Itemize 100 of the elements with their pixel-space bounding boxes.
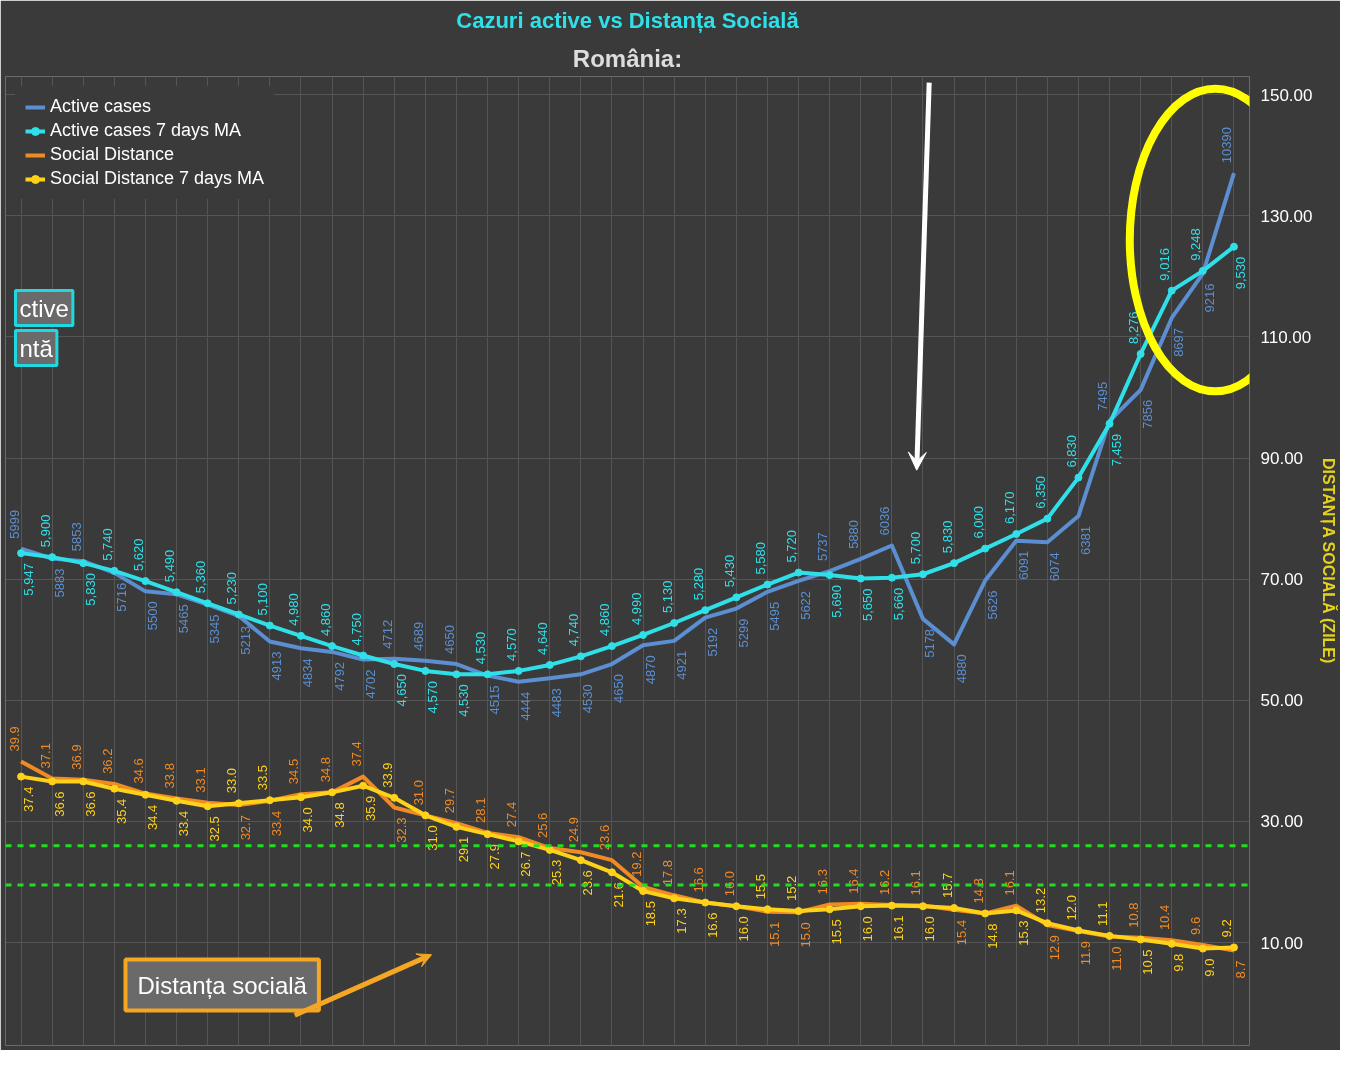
data-label: 34.8 bbox=[317, 757, 333, 783]
data-label: 9.0 bbox=[1202, 958, 1218, 977]
data-label: 5495 bbox=[766, 601, 782, 631]
legend-label: Active cases bbox=[50, 96, 152, 117]
data-label: 5,830 bbox=[82, 573, 98, 606]
point bbox=[1105, 931, 1114, 940]
point bbox=[265, 621, 274, 630]
data-label: 4,530 bbox=[455, 684, 471, 717]
data-label: 33.0 bbox=[224, 767, 240, 794]
point bbox=[1074, 926, 1083, 935]
data-label: 36.2 bbox=[99, 748, 115, 774]
data-label: 16.6 bbox=[690, 867, 706, 893]
data-label: 9,016 bbox=[1157, 248, 1173, 281]
data-label: 16.6 bbox=[704, 912, 720, 938]
data-label: 17.8 bbox=[659, 859, 675, 886]
data-label: 16.4 bbox=[846, 868, 862, 894]
point bbox=[763, 580, 772, 589]
point bbox=[1043, 514, 1052, 523]
data-label: 5626 bbox=[984, 590, 1000, 620]
data-label: 15.5 bbox=[752, 873, 768, 900]
data-label: 29.7 bbox=[441, 787, 457, 814]
point bbox=[545, 845, 554, 854]
y-tick-label: 70.00 bbox=[1260, 570, 1304, 590]
point bbox=[141, 790, 150, 799]
point bbox=[856, 902, 865, 911]
data-label: 5192 bbox=[704, 627, 720, 657]
data-label: 23.6 bbox=[580, 870, 596, 896]
data-label: 36.6 bbox=[51, 791, 67, 817]
data-label: 5,690 bbox=[829, 585, 845, 618]
point bbox=[918, 902, 927, 911]
point bbox=[981, 544, 990, 553]
data-label: 5,947 bbox=[20, 563, 36, 596]
point bbox=[172, 796, 181, 805]
point bbox=[1198, 944, 1207, 953]
data-label: 7856 bbox=[1140, 399, 1156, 429]
data-label: 26.7 bbox=[518, 851, 534, 877]
data-label: 27.4 bbox=[504, 801, 520, 828]
data-label: 4,860 bbox=[597, 603, 613, 637]
point bbox=[172, 588, 181, 597]
data-label: 12.9 bbox=[1046, 934, 1062, 961]
data-label: 4702 bbox=[362, 669, 378, 699]
point bbox=[639, 887, 648, 896]
data-label: 5,130 bbox=[659, 580, 675, 614]
data-label: 14.8 bbox=[984, 923, 1000, 949]
point bbox=[514, 837, 523, 846]
data-label: 4,570 bbox=[504, 628, 520, 661]
point bbox=[234, 799, 243, 808]
data-label: 5,430 bbox=[721, 554, 737, 588]
chart-title: România: bbox=[572, 44, 683, 72]
legend-label: Social Distance 7 days MA bbox=[50, 168, 265, 189]
data-label: 35.4 bbox=[113, 798, 129, 825]
data-label: 34.0 bbox=[300, 807, 316, 833]
point bbox=[950, 559, 959, 568]
data-label: 25.3 bbox=[549, 859, 565, 886]
data-label: 4834 bbox=[300, 658, 316, 688]
chart-subtitle: Cazuri active vs Distanța Socială bbox=[456, 7, 800, 33]
point bbox=[732, 593, 741, 602]
point bbox=[794, 568, 803, 577]
data-label: 10390 bbox=[1219, 126, 1235, 164]
annotation: ntă bbox=[19, 334, 54, 362]
point bbox=[48, 553, 57, 562]
data-label: 34.5 bbox=[286, 758, 302, 785]
point bbox=[483, 830, 492, 839]
data-label: 4650 bbox=[441, 625, 457, 655]
data-label: 11.0 bbox=[1109, 946, 1125, 971]
data-label: 34.8 bbox=[331, 802, 347, 828]
data-label: 4880 bbox=[953, 654, 969, 684]
point bbox=[1198, 266, 1207, 275]
data-label: 33.5 bbox=[255, 764, 271, 791]
data-label: 16.2 bbox=[877, 869, 893, 895]
data-label: 15.4 bbox=[953, 919, 969, 946]
data-label: 14.8 bbox=[970, 878, 986, 904]
point bbox=[296, 793, 305, 802]
data-label: 32.5 bbox=[207, 816, 223, 842]
data-label: 4444 bbox=[518, 691, 534, 721]
data-label: 28.1 bbox=[473, 797, 489, 823]
point bbox=[981, 909, 990, 918]
data-label: 5,490 bbox=[162, 549, 178, 583]
data-label: 27.9 bbox=[487, 844, 503, 870]
point bbox=[1136, 935, 1145, 944]
point bbox=[576, 856, 585, 865]
data-label: 39.9 bbox=[6, 726, 22, 752]
point bbox=[732, 902, 741, 911]
data-label: 4689 bbox=[410, 621, 426, 651]
data-label: 4,740 bbox=[566, 613, 582, 647]
point bbox=[328, 642, 337, 651]
data-label: 36.9 bbox=[68, 744, 84, 770]
data-label: 5737 bbox=[815, 532, 831, 562]
point bbox=[794, 907, 803, 916]
legend-label: Active cases 7 days MA bbox=[50, 120, 242, 141]
point bbox=[825, 571, 834, 580]
data-label: 16.1 bbox=[1001, 870, 1017, 896]
data-label: 33.4 bbox=[269, 810, 285, 837]
point bbox=[1043, 919, 1052, 928]
data-label: 8.7 bbox=[1233, 960, 1249, 979]
data-label: 11.9 bbox=[1077, 941, 1093, 966]
point bbox=[514, 666, 523, 675]
data-label: 9.8 bbox=[1171, 953, 1187, 972]
point bbox=[296, 631, 305, 640]
data-label: 5,720 bbox=[784, 530, 800, 563]
